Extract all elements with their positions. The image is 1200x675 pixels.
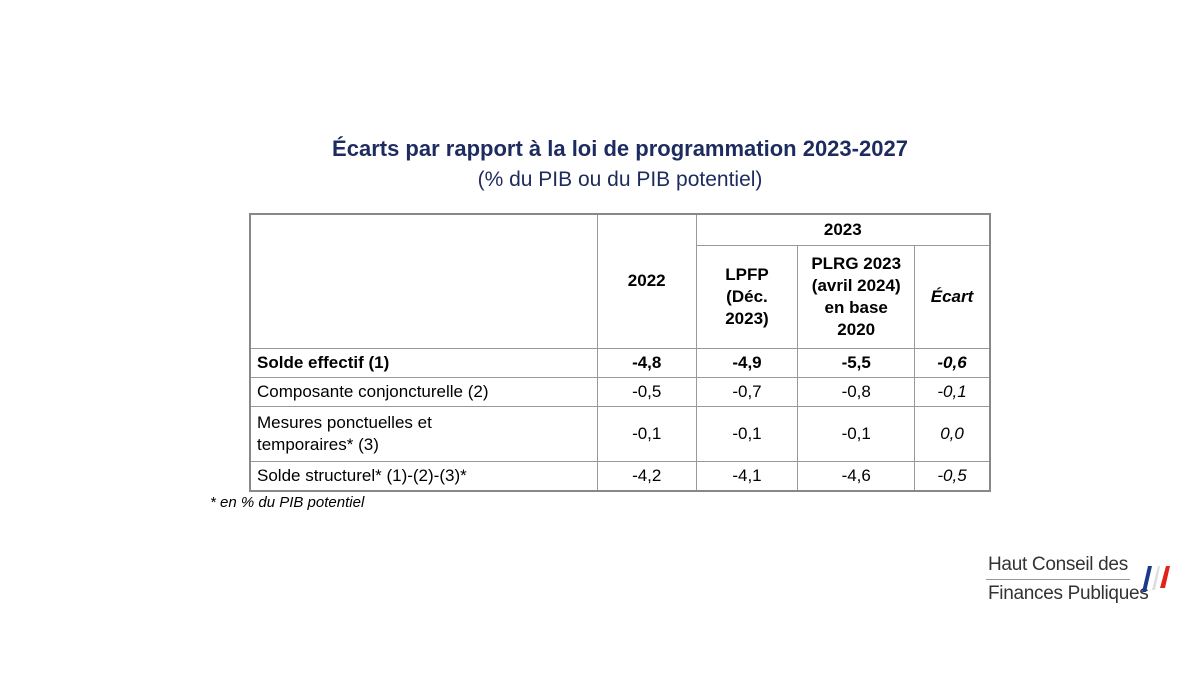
- cell: -0,5: [596, 376, 697, 407]
- table: 2022 2023 LPFP (Déc. 2023) PLRG 2023 (av…: [249, 213, 991, 492]
- logo-flag: [1142, 566, 1170, 592]
- logo-rule: [986, 579, 1130, 580]
- cell: -0,6: [914, 347, 991, 378]
- cell: -0,5: [914, 460, 991, 492]
- logo-text: Finances Publiques: [988, 583, 1149, 604]
- row-label: Composante conjoncturelle (2): [249, 376, 598, 407]
- row-label-text: Mesures ponctuelles et temporaires* (3): [257, 412, 432, 454]
- table-row: Mesures ponctuelles et temporaires* (3) -…: [249, 405, 991, 462]
- header-cell: 2023: [695, 213, 991, 246]
- cell: -4,1: [695, 460, 799, 492]
- cell: -0,1: [797, 405, 916, 462]
- header-cell: PLRG 2023 (avril 2024) en base 2020: [797, 244, 916, 349]
- cell: -0,7: [695, 376, 799, 407]
- header-cell: LPFP (Déc. 2023): [695, 244, 799, 349]
- logo: Haut Conseil des Finances Publiques: [986, 550, 1170, 608]
- row-label: Solde structurel* (1)-(2)-(3)*: [249, 460, 598, 492]
- header-cell: Écart: [914, 244, 991, 349]
- footnote: * en % du PIB potentiel: [210, 494, 365, 511]
- cell: -4,8: [596, 347, 697, 378]
- cell: -4,2: [596, 460, 697, 492]
- logo-text: Haut Conseil des: [988, 554, 1128, 575]
- header-cell: 2022: [596, 213, 697, 349]
- cell: -4,6: [797, 460, 916, 492]
- cell: -0,1: [596, 405, 697, 462]
- table-row: Solde effectif (1) -4,8 -4,9 -5,5 -0,6: [249, 347, 991, 378]
- cell: 0,0: [914, 405, 991, 462]
- cell: -0,8: [797, 376, 916, 407]
- row-label: Solde effectif (1): [249, 347, 598, 378]
- row-label: Mesures ponctuelles et temporaires* (3): [249, 405, 598, 462]
- subtitle: (% du PIB ou du PIB potentiel): [477, 168, 763, 191]
- cell: -5,5: [797, 347, 916, 378]
- empty-cell: [249, 213, 598, 349]
- table-row: Solde structurel* (1)-(2)-(3)* -4,2 -4,1 -4…: [249, 460, 991, 492]
- cell: -0,1: [914, 376, 991, 407]
- cell: -0,1: [695, 405, 799, 462]
- header-text: LPFP (Déc. 2023): [725, 264, 769, 328]
- title: Écarts par rapport à la loi de programma…: [332, 136, 908, 161]
- cell: -4,9: [695, 347, 799, 378]
- table-row: Composante conjoncturelle (2) -0,5 -0,7 -0,…: [249, 376, 991, 407]
